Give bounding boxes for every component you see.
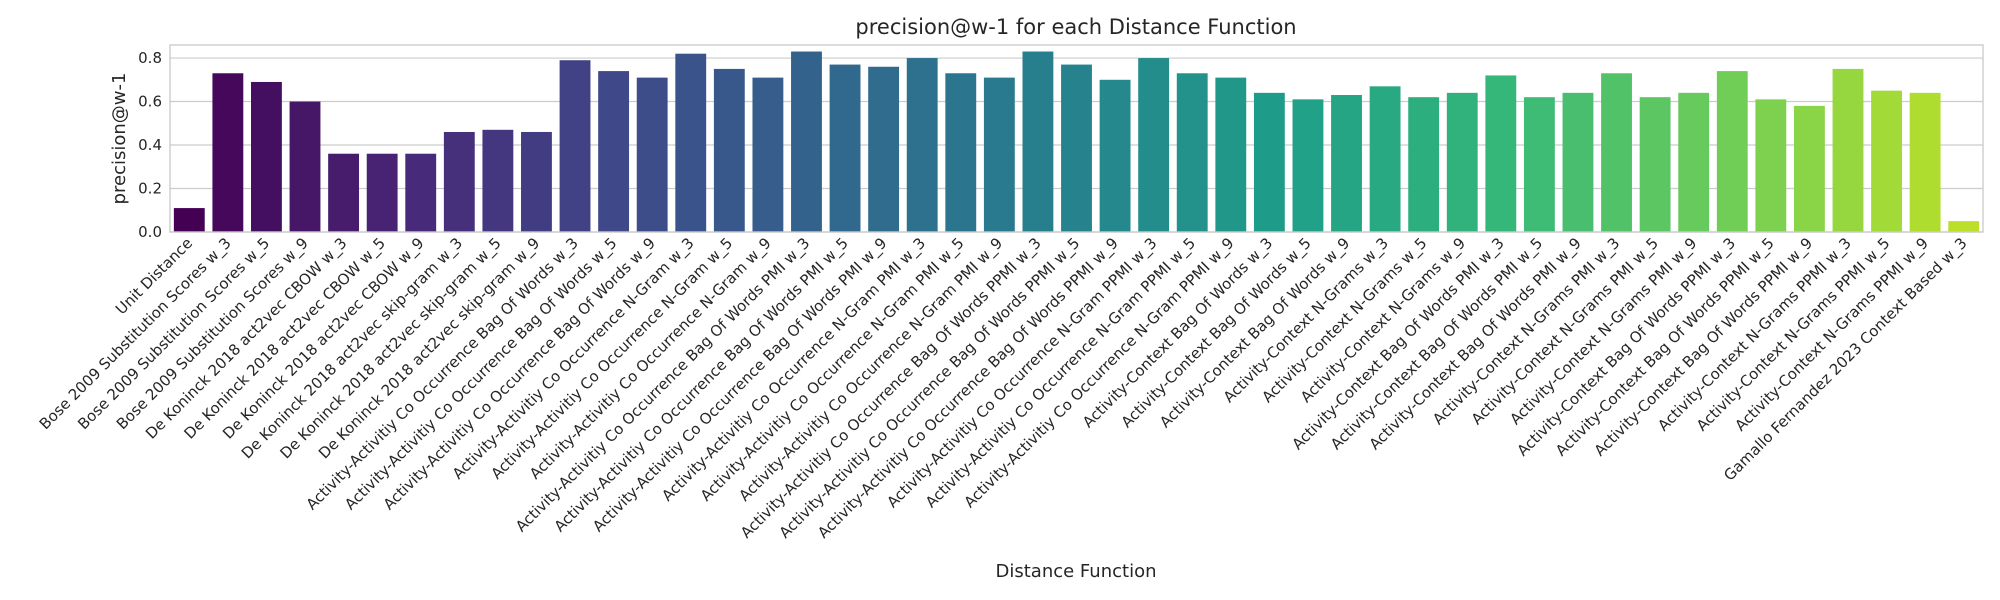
bar — [366, 153, 398, 232]
bar — [1716, 71, 1748, 233]
bar — [1408, 97, 1440, 233]
y-tick-label: 0.0 — [138, 223, 162, 241]
bar — [1099, 79, 1131, 232]
bar — [1061, 64, 1092, 233]
bar — [1176, 73, 1208, 232]
bar — [675, 53, 707, 232]
bar — [1639, 97, 1671, 233]
bar — [405, 153, 437, 232]
bar — [1485, 75, 1517, 232]
bar — [1948, 221, 1980, 232]
bar — [1215, 77, 1247, 233]
bar — [443, 131, 475, 232]
bar — [521, 131, 552, 232]
bar — [289, 101, 321, 232]
bar — [1369, 86, 1401, 232]
bar — [1253, 92, 1285, 232]
bar — [983, 77, 1015, 233]
bar — [1331, 95, 1362, 232]
bar — [328, 153, 360, 232]
bar — [173, 208, 205, 232]
bar — [251, 81, 282, 232]
bar — [1562, 92, 1594, 232]
bar — [482, 129, 514, 232]
bar — [791, 51, 822, 232]
bar — [559, 60, 591, 232]
bar — [906, 58, 938, 233]
bar — [636, 77, 668, 233]
bar — [212, 73, 244, 232]
bar — [1871, 90, 1902, 233]
bar — [945, 73, 977, 232]
bar — [1292, 99, 1324, 232]
bar — [752, 77, 784, 233]
y-tick-label: 0.6 — [138, 93, 162, 111]
bar — [1446, 92, 1478, 232]
bar — [1832, 68, 1864, 232]
y-tick-label: 0.4 — [138, 136, 162, 154]
bar — [1022, 51, 1054, 232]
bar — [1793, 105, 1825, 232]
bar — [1523, 97, 1555, 233]
bars — [173, 51, 1980, 233]
bar — [829, 64, 861, 233]
y-tick-labels: 0.0 0.2 0.4 0.6 0.8 — [138, 49, 162, 241]
bar — [598, 71, 630, 233]
bar — [1678, 92, 1710, 232]
bar — [868, 66, 900, 232]
y-tick-label: 0.2 — [138, 180, 162, 198]
x-axis-label: Distance Function — [996, 561, 1157, 582]
plot-frame — [169, 44, 1984, 233]
bar — [713, 68, 745, 232]
chart-title: precision@w-1 for each Distance Function — [855, 15, 1296, 39]
bar — [1601, 73, 1632, 232]
y-tick-label: 0.8 — [138, 49, 162, 67]
y-axis-label: precision@w-1 — [109, 73, 130, 205]
bar — [1755, 99, 1787, 232]
bar — [1909, 92, 1941, 232]
bar — [1138, 58, 1170, 233]
